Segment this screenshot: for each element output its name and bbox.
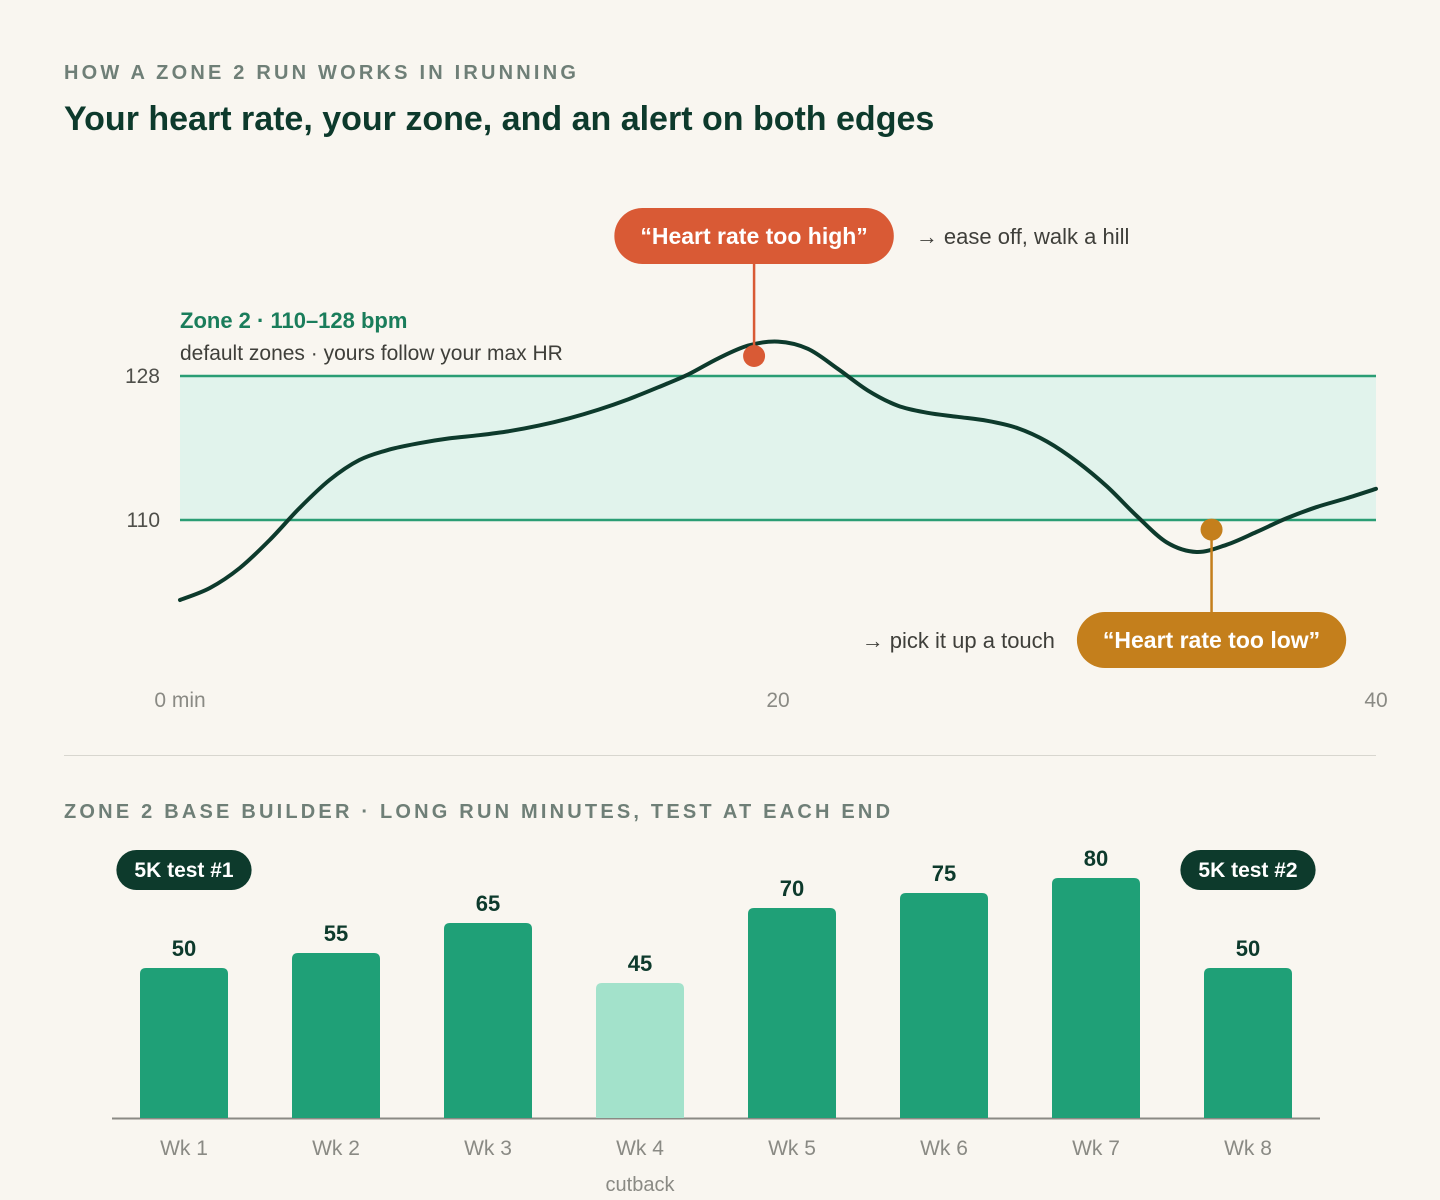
bar xyxy=(292,953,380,1118)
zone-note: default zones · yours follow your max HR xyxy=(180,342,563,365)
bar-value-label: 50 xyxy=(1236,936,1260,961)
category-label: Wk 4 xyxy=(616,1137,664,1160)
bar-value-label: 45 xyxy=(628,951,652,976)
bar xyxy=(140,968,228,1118)
x-tick-label: 20 xyxy=(766,689,789,712)
heart-rate-line xyxy=(178,339,1378,602)
plan-title: ZONE 2 BASE BUILDER · LONG RUN MINUTES, … xyxy=(64,801,894,823)
heart-rate-chart: 128 110 0 min 20 40 Zone 2 · 110–128 bpm defau… xyxy=(125,208,1388,712)
zone-label: Zone 2 · 110–128 bpm xyxy=(180,308,407,333)
alert-low-pill xyxy=(1076,612,1347,668)
y-tick-label: 110 xyxy=(127,509,160,532)
section-divider xyxy=(64,755,1376,756)
category-label: Wk 1 xyxy=(160,1137,208,1160)
alert-low-marker xyxy=(1200,518,1223,541)
alert-high-marker xyxy=(743,345,766,367)
category-label: Wk 2 xyxy=(312,1137,360,1160)
bar xyxy=(748,908,836,1118)
bar-value-label: 65 xyxy=(476,891,500,916)
zone-band xyxy=(180,376,1376,520)
category-sublabel: cutback xyxy=(606,1174,676,1196)
x-tick-label: 0 min xyxy=(154,689,205,712)
bar xyxy=(1052,878,1140,1118)
eyebrow: HOW A ZONE 2 RUN WORKS IN IRUNNING xyxy=(64,62,580,84)
alert-high-pill xyxy=(614,208,894,264)
test-badge xyxy=(1180,850,1316,890)
y-tick-label: 128 xyxy=(125,365,160,388)
category-label: Wk 6 xyxy=(920,1137,968,1160)
category-label: Wk 8 xyxy=(1224,1137,1272,1160)
category-label: Wk 3 xyxy=(464,1137,512,1160)
alert-high-label: “Heart rate too high” xyxy=(640,223,867,249)
bar-value-label: 55 xyxy=(324,921,348,946)
bar-value-label: 70 xyxy=(780,876,804,901)
test-badge-label: 5K test #1 xyxy=(134,859,234,882)
bar xyxy=(596,983,684,1118)
bar-value-label: 80 xyxy=(1084,846,1108,871)
bar-value-label: 75 xyxy=(932,861,956,886)
alert-high-hint: → ease off, walk a hill xyxy=(916,224,1130,249)
test-badge-label: 5K test #2 xyxy=(1198,859,1297,882)
bar-value-label: 50 xyxy=(172,936,196,961)
page-title: Your heart rate, your zone, and an alert… xyxy=(64,100,935,138)
x-tick-label: 40 xyxy=(1364,689,1387,712)
category-label: Wk 5 xyxy=(768,1137,816,1160)
test-badge xyxy=(116,850,252,890)
bar xyxy=(900,893,988,1118)
bar xyxy=(1204,968,1292,1118)
bar xyxy=(444,923,532,1118)
alert-low-label: “Heart rate too low” xyxy=(1103,627,1320,653)
alert-low-hint: → pick it up a touch xyxy=(862,628,1055,653)
category-label: Wk 7 xyxy=(1072,1137,1120,1160)
